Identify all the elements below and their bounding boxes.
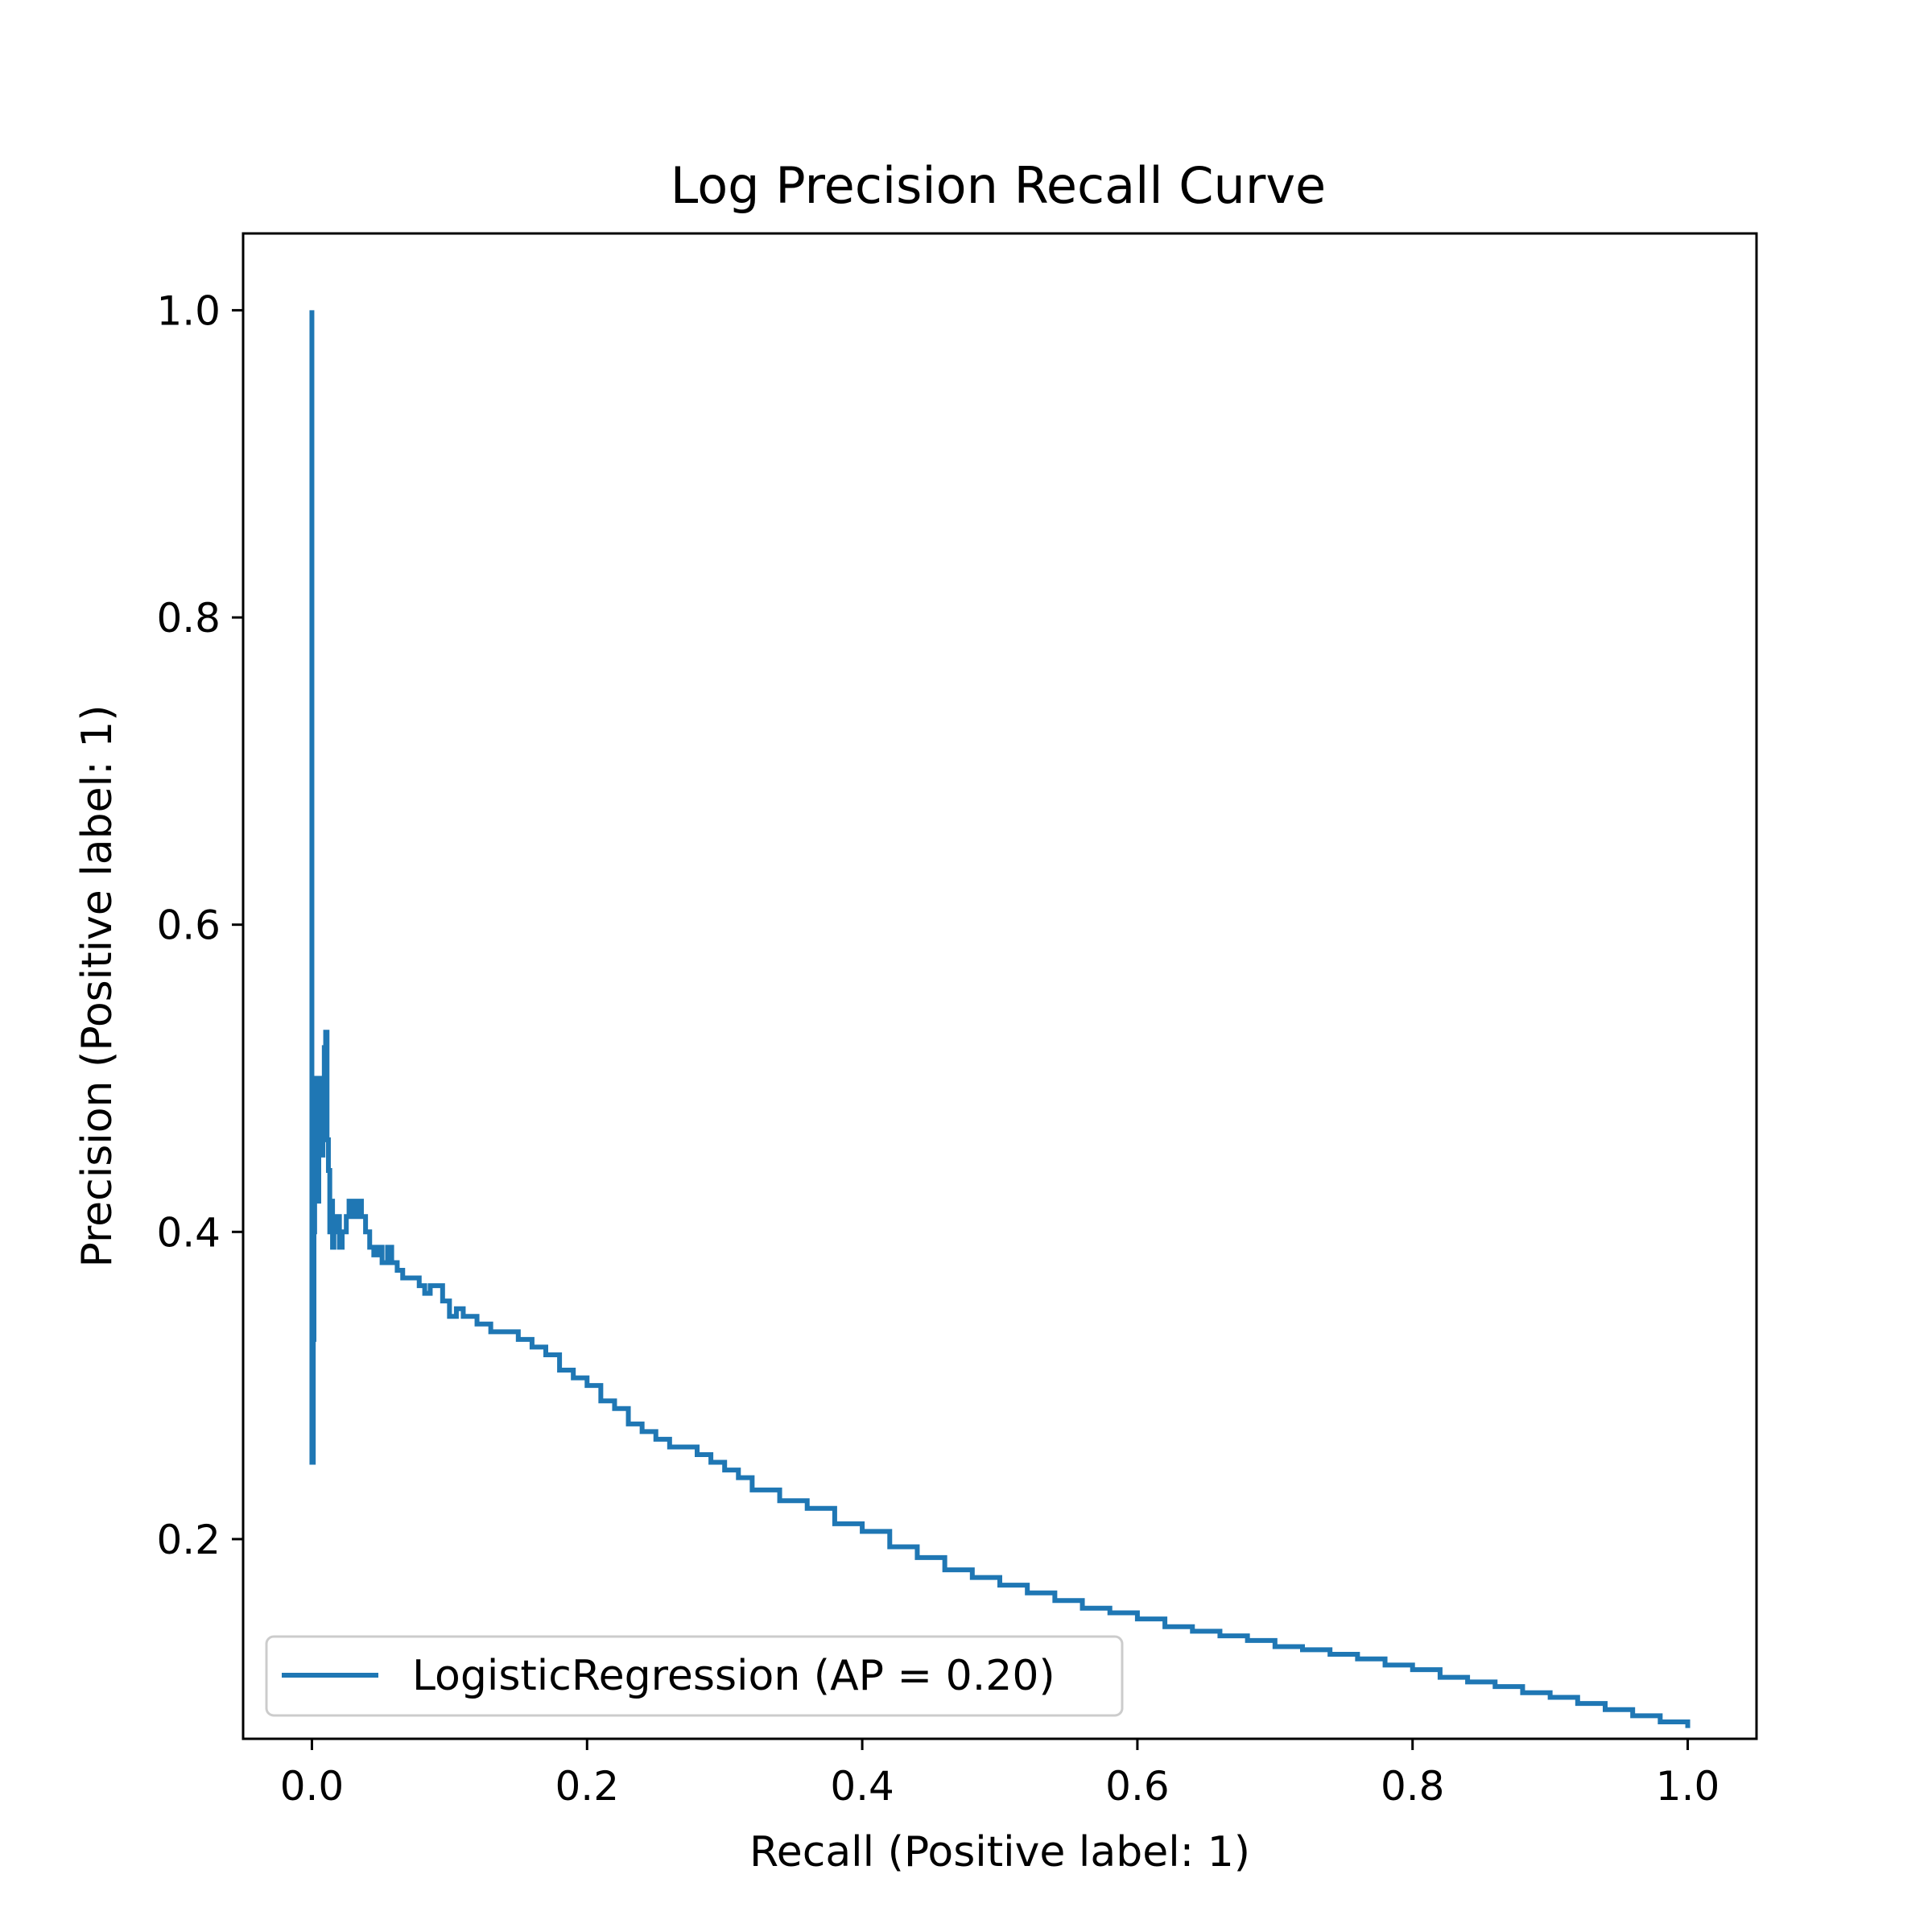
y-tick-label: 0.4 [156, 1209, 221, 1256]
legend-box [265, 1635, 1124, 1717]
x-tick-label: 0.2 [555, 1763, 620, 1810]
x-axis-label: Recall (Positive label: 1) [749, 1828, 1250, 1876]
x-axis-ticks: 0.0 0.2 0.4 0.6 0.8 1.0 [280, 1739, 1720, 1810]
legend-entry-label: LogisticRegression (AP = 0.20) [412, 1652, 1055, 1700]
x-tick-label: 0.8 [1381, 1763, 1445, 1810]
y-axis-label: Precision (Positive label: 1) [73, 704, 122, 1267]
y-tick-label: 0.6 [156, 902, 221, 949]
y-tick-label: 1.0 [156, 287, 221, 334]
chart-title: Log Precision Recall Curve [671, 156, 1326, 215]
axes-frame [242, 232, 1758, 1740]
x-tick-label: 0.4 [830, 1763, 894, 1810]
series-line-0 [309, 310, 1690, 1728]
x-tick-label: 0.0 [280, 1763, 345, 1810]
y-axis-ticks: 0.2 0.4 0.6 0.8 1.0 [156, 287, 243, 1563]
y-tick-label: 0.8 [156, 595, 221, 642]
plot-area [309, 310, 1690, 1728]
x-tick-label: 1.0 [1656, 1763, 1720, 1810]
y-tick-label: 0.2 [156, 1517, 221, 1563]
x-tick-label: 0.6 [1105, 1763, 1170, 1810]
legend: LogisticRegression (AP = 0.20) [265, 1635, 1124, 1717]
